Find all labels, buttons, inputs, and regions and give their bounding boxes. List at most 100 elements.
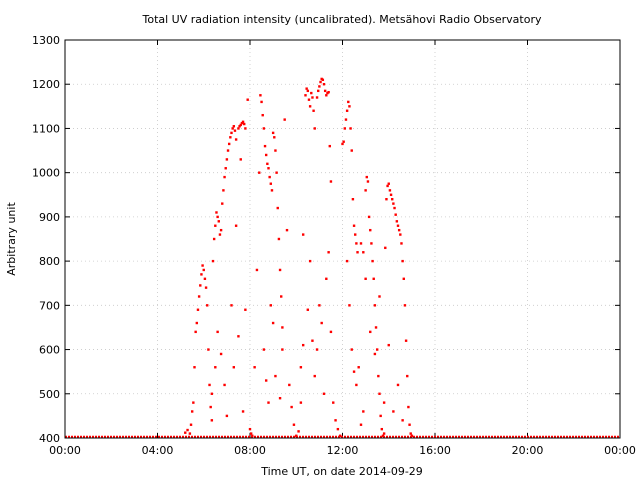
data-point [193,366,196,369]
data-point [308,105,312,108]
data-point [192,401,195,404]
y-tick-label: 1300 [32,34,60,47]
data-point [394,213,397,216]
data-point [239,123,242,127]
data-point [307,98,311,101]
data-point [402,277,405,280]
data-point [281,326,284,329]
data-point [320,321,323,325]
data-point [232,125,236,128]
data-point [395,220,399,223]
data-point [197,295,201,298]
data-point [219,228,223,232]
data-point [275,171,278,174]
data-point [222,189,225,192]
data-point [310,91,313,95]
data-point [325,277,328,280]
data-point [210,392,214,395]
data-point [274,374,277,378]
data-point [196,308,200,311]
data-point [194,330,197,334]
data-point [231,127,234,130]
data-point [299,366,303,369]
data-point [260,100,263,104]
data-point [359,423,363,426]
x-tick-label: 12:00 [327,444,359,457]
chart-title: Total UV radiation intensity (uncalibrat… [142,13,542,26]
data-point [364,189,367,192]
data-point [327,90,330,94]
data-point [378,392,381,395]
data-point [355,383,358,387]
data-point [234,224,238,227]
data-point [329,330,333,334]
data-point [216,330,219,334]
data-point [244,308,247,311]
data-point [285,228,289,232]
data-point [334,419,337,422]
data-point [278,397,282,400]
data-point [365,175,368,179]
data-point [232,366,236,369]
data-point [297,430,300,433]
data-point [325,94,328,97]
data-point [385,198,388,201]
x-tick-label: 00:00 [49,444,81,457]
data-point [277,237,281,241]
data-point [281,348,284,351]
y-tick-label: 500 [39,388,60,401]
y-tick-label: 1200 [32,78,60,91]
data-point [356,251,359,254]
data-point [308,259,312,263]
data-point [410,434,414,437]
x-tick-label: 04:00 [142,444,174,457]
data-point [388,189,392,192]
data-point [323,89,327,93]
data-point [241,120,245,124]
data-point [306,89,310,93]
data-point [237,127,240,130]
data-point [343,127,347,130]
data-point [207,348,210,351]
data-point [386,184,389,188]
data-point [348,304,351,307]
data-point [373,352,377,356]
data-point [407,405,410,409]
data-point [227,142,231,146]
data-point [209,405,212,409]
data-point [239,158,242,161]
data-point [350,348,353,351]
y-tick-label: 1100 [32,122,60,135]
data-point [292,423,296,426]
data-point [332,401,335,404]
data-point [258,171,261,174]
data-point [274,149,277,152]
data-point [354,233,357,236]
data-point [393,206,396,210]
data-point [329,180,333,183]
data-point [290,405,293,409]
data-point [351,198,355,201]
data-point [377,374,380,378]
data-point [301,233,305,236]
data-point [268,175,271,179]
data-point [233,129,237,132]
data-point [214,366,217,369]
data-point [313,127,316,130]
data-point [318,304,321,307]
data-points [65,77,620,439]
data-point [381,434,385,437]
data-point [203,277,207,280]
data-point [409,432,412,435]
data-point [199,284,202,287]
data-point [299,401,303,404]
data-point [404,339,408,342]
data-point [246,98,249,101]
data-point [369,330,372,334]
data-point [389,193,393,196]
data-point [229,136,232,139]
y-tick-label: 600 [39,344,60,357]
data-point [359,242,363,245]
data-point [288,383,291,387]
